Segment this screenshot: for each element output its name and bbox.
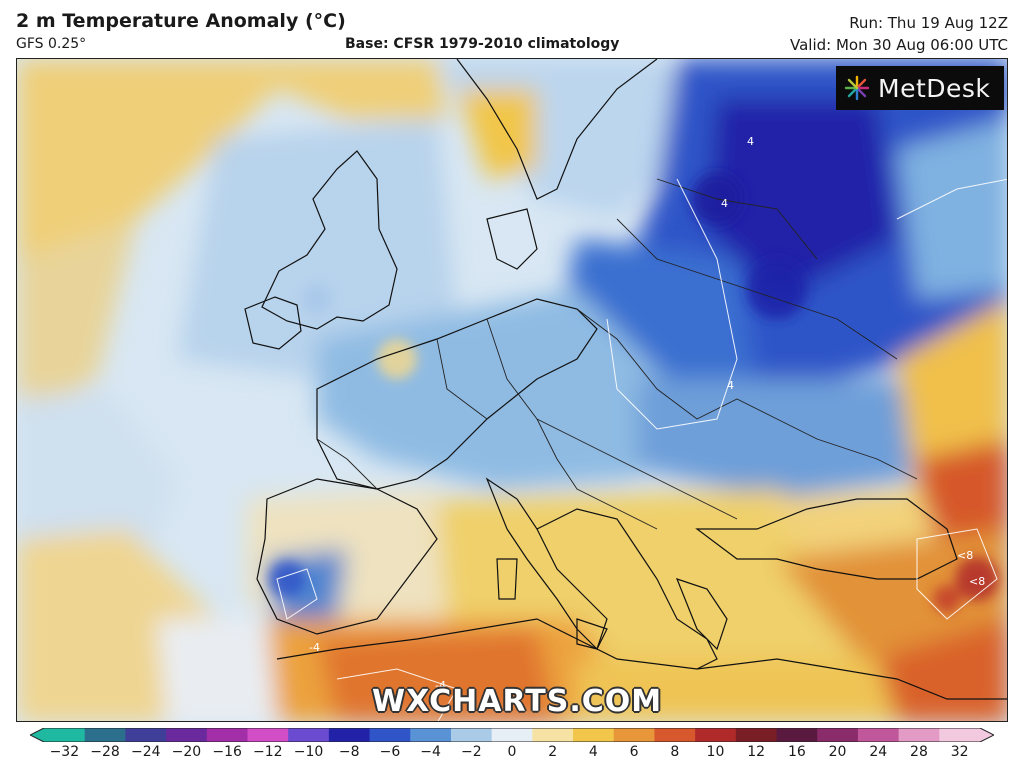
colorbar-tick-label: 32 bbox=[950, 744, 969, 760]
colorbar-segment bbox=[369, 728, 411, 742]
colorbar-arrow-right bbox=[980, 728, 994, 742]
colorbar-segment bbox=[817, 728, 859, 742]
colorbar-tick-label: 8 bbox=[670, 744, 680, 760]
colorbar-segment bbox=[410, 728, 452, 742]
colorbar-tick-label: 20 bbox=[828, 744, 847, 760]
colorbar-segment bbox=[247, 728, 289, 742]
colorbar-segment bbox=[44, 728, 86, 742]
country-borders bbox=[316, 178, 918, 530]
colorbar-segment bbox=[166, 728, 208, 742]
wxcharts-watermark: WXCHARTS.COM bbox=[372, 684, 663, 719]
colorbar-tick-label: −10 bbox=[293, 744, 324, 760]
chart-title: 2 m Temperature Anomaly (°C) bbox=[16, 10, 346, 32]
colorbar-segment bbox=[654, 728, 696, 742]
colorbar-segment bbox=[125, 728, 167, 742]
anomaly-map: 4 4 4 -4 -4 <8 <8 bbox=[17, 59, 1007, 721]
contour-label: -4 bbox=[435, 679, 446, 692]
run-label: Run: Thu 19 Aug 12Z bbox=[849, 14, 1008, 32]
base-climatology-label: Base: CFSR 1979-2010 climatology bbox=[345, 36, 620, 52]
colorbar-segment bbox=[735, 728, 778, 742]
contour-label: <8 bbox=[957, 549, 973, 562]
colorbar-segment bbox=[898, 728, 940, 742]
colorbar-segment bbox=[776, 728, 818, 742]
contour-label: 4 bbox=[747, 135, 754, 148]
metdesk-logo: MetDesk bbox=[836, 66, 1004, 110]
metdesk-logo-text: MetDesk bbox=[878, 73, 991, 103]
colorbar-segment bbox=[450, 728, 493, 742]
colorbar-segment bbox=[84, 728, 126, 742]
colorbar-tick-label: −16 bbox=[212, 744, 242, 760]
colorbar-tick-label: −2 bbox=[460, 744, 482, 760]
colorbar-segment bbox=[695, 728, 737, 742]
contours bbox=[276, 178, 1007, 721]
valid-time-label: Valid: Mon 30 Aug 06:00 UTC bbox=[789, 36, 1008, 54]
colorbar-tick-label: 24 bbox=[869, 744, 888, 760]
colorbar-tick-label: −6 bbox=[379, 744, 401, 760]
colorbar-segment bbox=[573, 728, 615, 742]
colorbar-tick-label: −8 bbox=[338, 744, 360, 760]
colorbar-tick-label: 2 bbox=[548, 744, 558, 760]
contour-label: 4 bbox=[727, 379, 734, 392]
colorbar-tick-label: 12 bbox=[747, 744, 766, 760]
colorbar-tick-label: −12 bbox=[253, 744, 283, 760]
colorbar-segment bbox=[613, 728, 656, 742]
contour-label: -4 bbox=[309, 641, 320, 654]
colorbar-segment bbox=[328, 728, 371, 742]
colorbar-tick-label: −4 bbox=[420, 744, 441, 760]
colorbar-ticks: −32 −28 −24 −20 −16 −12 −10 −8 −6 −4 −2 0 2 4 6 8 10 12 16… bbox=[0, 744, 1024, 770]
colorbar-arrow-left bbox=[30, 728, 44, 742]
contour-label: <8 bbox=[969, 575, 985, 588]
map-panel[interactable]: 4 4 4 -4 -4 <8 <8 bbox=[16, 58, 1008, 722]
colorbar-segment bbox=[288, 728, 330, 742]
anomaly-field bbox=[17, 59, 1007, 721]
colorbar-tick-label: −20 bbox=[171, 744, 202, 760]
colorbar-tick-label: 16 bbox=[787, 744, 806, 760]
contour-labels: 4 4 4 -4 -4 <8 <8 bbox=[309, 135, 985, 692]
colorbar-tick-label: −28 bbox=[90, 744, 120, 760]
colorbar bbox=[30, 728, 994, 742]
colorbar-segment bbox=[491, 728, 533, 742]
colorbar-tick-label: 4 bbox=[588, 744, 598, 760]
colorbar-tick-label: −24 bbox=[130, 744, 161, 760]
colorbar-segment bbox=[532, 728, 574, 742]
contour-label: 4 bbox=[721, 197, 728, 210]
colorbar-tick-label: 10 bbox=[706, 744, 725, 760]
colorbar-tick-label: 28 bbox=[910, 744, 928, 760]
colorbar-tick-label: −32 bbox=[49, 744, 80, 760]
model-label: GFS 0.25° bbox=[16, 36, 87, 52]
colorbar-segment bbox=[206, 728, 249, 742]
colorbar-segment bbox=[857, 728, 900, 742]
colorbar-tick-label: 0 bbox=[507, 744, 517, 760]
colorbar-segment bbox=[939, 728, 981, 742]
coastlines bbox=[244, 59, 1007, 700]
metdesk-burst-icon bbox=[844, 75, 870, 101]
colorbar-tick-label: 6 bbox=[629, 744, 639, 760]
